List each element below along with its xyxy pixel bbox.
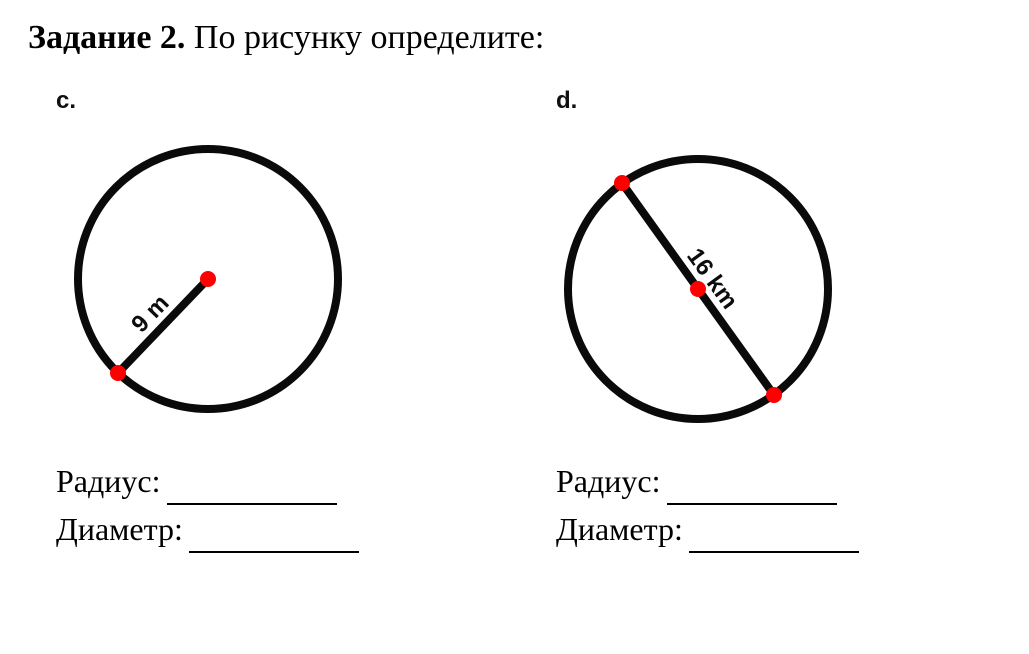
circle-c-panel: c. 9 m Радиус: Диаметр: xyxy=(28,87,468,553)
point-icon xyxy=(110,365,126,381)
circle-c-letter: c. xyxy=(56,87,468,115)
circle-d-answers: Радиус: Диаметр: xyxy=(556,457,968,553)
circle-c-radius-answer: Радиус: xyxy=(56,457,468,505)
circle-d-diameter-answer: Диаметр: xyxy=(556,505,968,553)
circle-d-letter: d. xyxy=(556,87,968,115)
circle-c-answers: Радиус: Диаметр: xyxy=(56,457,468,553)
point-icon xyxy=(766,387,782,403)
point-icon xyxy=(200,271,216,287)
circle-c-radius-line xyxy=(118,279,208,373)
circle-d-svg: 16 km xyxy=(528,119,868,449)
task-title-bold: Задание 2. xyxy=(28,19,185,56)
circle-d-figure: 16 km xyxy=(528,119,868,449)
circle-c-radius-blank[interactable] xyxy=(167,471,337,505)
circle-c-figure: 9 m xyxy=(28,119,368,449)
circle-d-diameter-blank[interactable] xyxy=(689,519,859,553)
task-title-rest: По рисунку определите: xyxy=(185,19,544,56)
circle-c-svg: 9 m xyxy=(28,119,368,449)
circle-c-radius-label: 9 m xyxy=(126,289,174,338)
circle-d-radius-answer: Радиус: xyxy=(556,457,968,505)
diameter-label: Диаметр: xyxy=(56,505,183,553)
diameter-label: Диаметр: xyxy=(556,505,683,553)
page-container: Задание 2. По рисунку определите: c. 9 m… xyxy=(0,0,1029,573)
circle-c-diameter-answer: Диаметр: xyxy=(56,505,468,553)
circle-d-radius-blank[interactable] xyxy=(667,471,837,505)
figures-row: c. 9 m Радиус: Диаметр: xyxy=(28,87,1005,553)
radius-label: Радиус: xyxy=(556,457,661,505)
radius-label: Радиус: xyxy=(56,457,161,505)
circle-c-diameter-blank[interactable] xyxy=(189,519,359,553)
circle-d-panel: d. 16 km Радиус: Диаметр: xyxy=(528,87,968,553)
task-title: Задание 2. По рисунку определите: xyxy=(28,18,1005,59)
point-icon xyxy=(614,175,630,191)
